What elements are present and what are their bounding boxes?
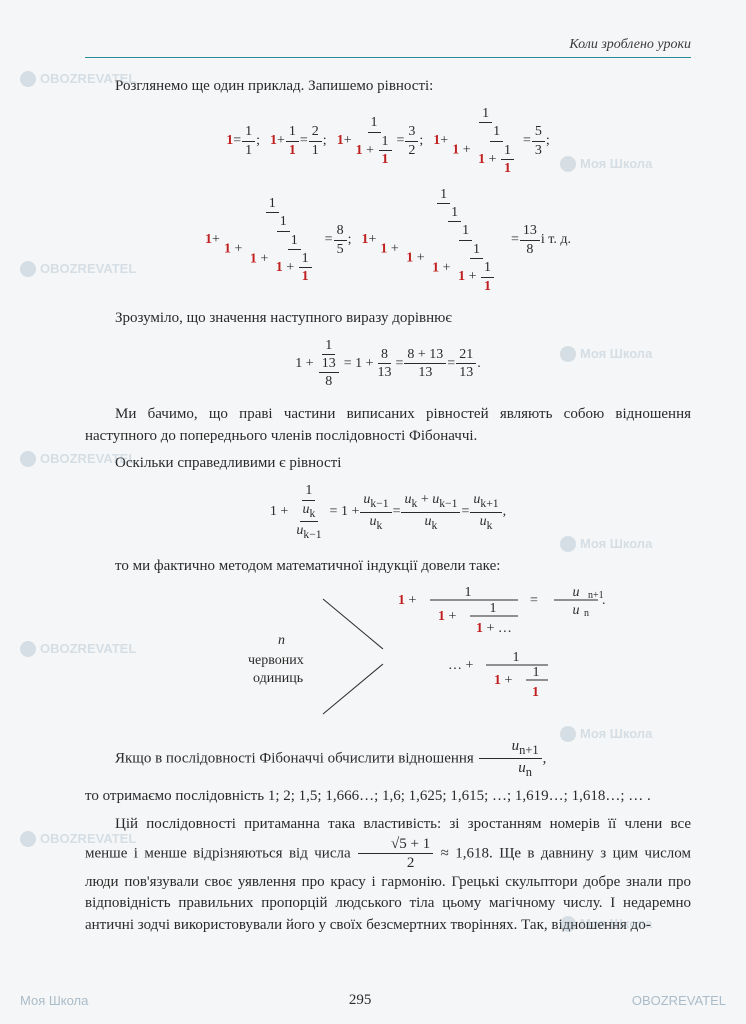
para-6: Якщо в послідовності Фібоначчі обчислити… [85, 738, 691, 781]
section-title: Коли зроблено уроки [569, 37, 691, 52]
footer-right: OBOZREVATEL [632, 992, 726, 1011]
logo-icon [20, 261, 36, 277]
annotated-equation: n червоних одиниць 1 + 1 1 + 1 1 + … … +… [85, 584, 691, 724]
logo-icon [20, 831, 36, 847]
svg-text:1 +: 1 + [438, 609, 457, 624]
svg-text:1: 1 [532, 685, 539, 700]
logo-icon [20, 71, 36, 87]
eq2-b: 1 + 1 1 + 11 + 11 + 11 + 11 = 138 і т. д… [361, 187, 571, 294]
svg-text:1 + …: 1 + … [476, 621, 512, 636]
svg-text:1 +: 1 + [494, 673, 513, 688]
equation-row-2: 1 + 1 1 + 11 + 11 + 11 = 85 ; 1 + 1 1 + … [85, 187, 691, 294]
eq2-a: 1 + 1 1 + 11 + 11 + 11 = 85 ; [205, 196, 351, 285]
annotation-label-2: одиниць [253, 671, 303, 686]
footer: Моя Школа 295 OBOZREVATEL [0, 990, 746, 1012]
logo-icon [20, 641, 36, 657]
svg-text:1: 1 [513, 650, 520, 665]
svg-text:n: n [584, 608, 589, 619]
annotation-label-1: червоних [248, 653, 304, 668]
annotation-n: n [278, 633, 285, 648]
equation-4: 1 + 1 ukuk−1 = 1 + uk−1uk = uk + uk−1uk … [85, 483, 691, 542]
eq1-c: 1 + 1 1 + 11 = 32 ; [337, 115, 424, 167]
para-3: Ми бачимо, що праві частини виписаних рі… [85, 404, 691, 448]
svg-text:1 +: 1 + [398, 593, 417, 608]
logo-icon [20, 451, 36, 467]
equation-3: 1 + 1 138 = 1 + 813 = 8 + 1313 = 2113 . [85, 338, 691, 390]
ratio-fraction: un+1 un [479, 738, 542, 781]
svg-text:1: 1 [533, 665, 540, 680]
footer-left: Моя Школа [20, 992, 88, 1011]
para-5: то ми фактично методом математичної інду… [85, 556, 691, 578]
svg-text:=: = [530, 593, 538, 608]
golden-ratio-fraction: √5 + 1 2 [358, 836, 433, 872]
svg-text:1: 1 [490, 601, 497, 616]
section-header: Коли зроблено уроки [85, 35, 691, 58]
para-2: Зрозуміло, що значення наступного виразу… [85, 308, 691, 330]
svg-text:.: . [602, 593, 606, 608]
svg-text:… +: … + [448, 658, 474, 673]
svg-text:u: u [573, 585, 580, 600]
eq1-a: 1 = 11 ; [226, 124, 260, 158]
para-4: Оскільки справедливими є рівності [85, 453, 691, 475]
para-7: то отримаємо послідовність 1; 2; 1,5; 1,… [85, 786, 691, 808]
eq1-b: 1 + 11 = 21 ; [270, 124, 327, 158]
para-1: Розглянемо ще один приклад. Запишемо рів… [85, 76, 691, 98]
page-number: 295 [349, 990, 372, 1012]
equation-row-1: 1 = 11 ; 1 + 11 = 21 ; 1 + 1 1 + 11 = 32 [85, 106, 691, 294]
svg-text:1: 1 [465, 585, 472, 600]
svg-text:u: u [573, 603, 580, 618]
eq1-d: 1 + 1 1 + 1 1 + 11 = 53 ; [433, 106, 550, 177]
para-8: Цій послідовності притаманна така власти… [85, 814, 691, 937]
